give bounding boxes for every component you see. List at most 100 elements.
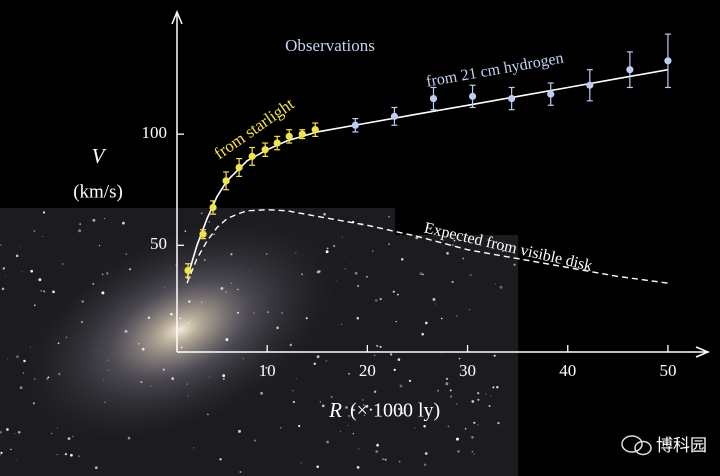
star [352,433,354,435]
data-point [273,139,281,147]
star [98,244,101,247]
star [107,359,109,361]
star [220,286,224,290]
star [356,466,360,469]
star [490,395,492,397]
star [219,458,222,461]
star [6,428,9,431]
y-tick-label: 50 [150,234,167,253]
star [335,279,337,281]
data-point [547,90,555,98]
star [104,401,106,404]
star [333,245,336,247]
star [414,427,416,429]
star [32,402,36,405]
star [422,273,424,276]
star [339,431,341,433]
star [92,218,96,222]
star [18,245,20,247]
star [79,223,82,226]
star [138,342,140,345]
star [203,258,206,261]
data-point [248,152,256,160]
star [95,350,97,352]
star [471,450,474,453]
x-tick-label: 20 [359,361,376,380]
star [393,368,396,372]
star [369,408,373,411]
star [424,321,428,325]
star [326,247,329,250]
star [321,404,325,408]
star [222,377,225,380]
star [365,404,369,408]
star [209,376,210,378]
star [494,283,497,285]
star [347,424,349,426]
star [7,358,8,360]
star [78,229,82,233]
x-label-symbol: R [328,398,342,422]
star [29,346,31,348]
star [57,342,60,345]
star [128,268,132,271]
star [382,458,384,460]
star [341,236,343,238]
star [356,284,360,288]
star [187,395,189,397]
star [40,289,43,292]
star [147,316,151,320]
star [376,344,379,348]
star [464,427,467,430]
star [313,362,317,366]
star [456,403,458,405]
star [447,425,449,428]
observations-label: Observations [285,36,375,55]
star [388,216,390,218]
star [225,291,227,293]
star [488,404,491,408]
star [0,430,3,434]
x-tick-label: 50 [659,361,676,380]
star [238,429,241,433]
star [281,311,284,314]
star [493,354,496,357]
star [80,320,84,324]
star [33,230,36,232]
star [4,266,6,268]
star [397,407,401,411]
star [365,275,368,278]
star [103,379,105,381]
star [496,385,499,389]
star [458,357,461,360]
star [15,459,17,461]
galaxy-photo [0,208,518,476]
data-point [184,266,192,275]
star [124,329,128,333]
star [295,378,297,380]
data-point [298,130,306,138]
star [253,312,255,314]
data-point [586,81,594,89]
x-tick-label: 30 [459,361,476,380]
star [398,460,401,463]
star [279,426,282,429]
star [41,236,43,237]
star [101,273,104,276]
star [260,391,264,395]
star [16,355,19,359]
star [180,346,183,349]
star [47,376,50,379]
star [162,368,165,371]
x-axis-arrow [695,346,710,358]
data-point [626,66,634,74]
star [377,443,379,444]
star [265,253,268,255]
star [319,401,321,403]
star [193,447,195,449]
star [237,288,239,291]
star [188,300,191,303]
star [240,209,242,211]
star [388,243,390,245]
star [15,254,19,258]
